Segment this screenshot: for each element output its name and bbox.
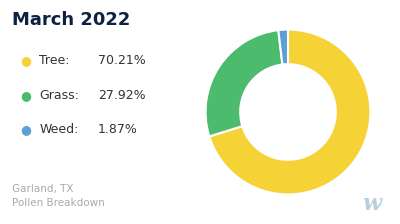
Text: ●: ● <box>20 123 31 136</box>
Wedge shape <box>209 30 370 194</box>
Wedge shape <box>206 30 282 136</box>
Text: 70.21%: 70.21% <box>98 54 146 67</box>
Text: Tree:: Tree: <box>39 54 70 67</box>
Text: 1.87%: 1.87% <box>98 123 138 136</box>
Text: Garland, TX
Pollen Breakdown: Garland, TX Pollen Breakdown <box>12 184 105 209</box>
Text: 27.92%: 27.92% <box>98 89 146 102</box>
Text: ●: ● <box>20 54 31 67</box>
Text: Grass:: Grass: <box>39 89 79 102</box>
Text: w: w <box>362 193 381 215</box>
Text: ●: ● <box>20 89 31 102</box>
Text: Weed:: Weed: <box>39 123 78 136</box>
Wedge shape <box>278 30 288 65</box>
Text: March 2022: March 2022 <box>12 11 130 29</box>
